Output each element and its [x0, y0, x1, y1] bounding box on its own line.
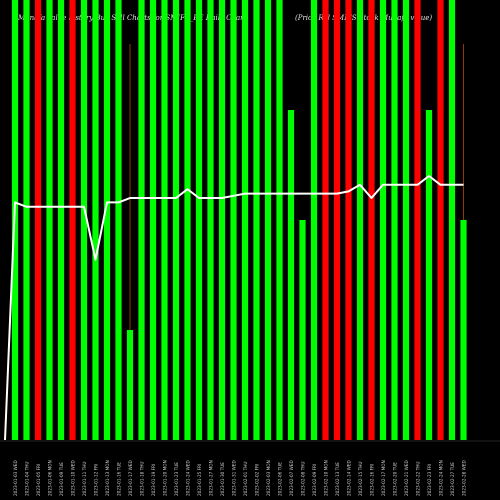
x-tick-label: 2023-02-01 THU [243, 462, 248, 496]
line [4, 175, 464, 441]
x-tick-label: 2023-02-09 FRI [312, 464, 317, 496]
bar [138, 0, 145, 440]
x-tick-label: 2023-02-08 THU [301, 462, 306, 496]
x-tick-label: 2023-01-27 MON [209, 460, 214, 496]
x-tick-label: 2023-02-20 TUE [393, 462, 398, 496]
bar [172, 0, 180, 440]
bar [287, 110, 295, 440]
bar [57, 0, 65, 440]
x-tick-label: 2023-01-16 TUE [117, 462, 122, 496]
x-tick-label: 2023-02-16 FRI [370, 464, 375, 496]
x-tick-label: 2023-02-14 WED [347, 460, 352, 496]
bar [184, 0, 191, 440]
x-tick-label: 2023-01-05 FRI [36, 464, 41, 496]
bar [448, 0, 456, 440]
bar [218, 0, 226, 440]
x-tick-label: 2023-02-15 THU [358, 462, 363, 496]
bar [345, 0, 352, 440]
x-tick-label: 2023-02-22 THU [416, 462, 421, 496]
bar [92, 0, 99, 440]
bar [207, 0, 214, 440]
x-tick-label: 2023-01-06 MON [48, 460, 53, 496]
bar [414, 0, 421, 440]
bar [23, 0, 30, 440]
bar-series [11, 0, 467, 440]
x-tick-label: 2023-01-23 TUE [174, 462, 179, 496]
x-tick-label: 2023-01-12 FRI [94, 464, 99, 496]
bar [80, 0, 88, 440]
bar [69, 0, 76, 440]
x-tick-label: 2023-02-27 TUE [450, 462, 455, 496]
bar [264, 0, 272, 440]
x-tick-label: 2023-01-11 THU [82, 462, 87, 496]
chart-subtitle: (Price Rel SMIFS Stock Munafa value) [295, 14, 433, 22]
x-tick-label: 2023-01-24 WED [186, 460, 191, 496]
x-tick-label: 2023-01-31 WED [232, 460, 237, 496]
x-tick-label: 2023-01-20 MON [163, 460, 168, 496]
bar [322, 0, 329, 440]
x-tick-label: 2023-01-09 TUE [59, 462, 64, 496]
bar [241, 0, 249, 440]
x-tick-label: 2023-01-13 MON [105, 460, 110, 496]
bar [103, 0, 111, 440]
bar [126, 330, 134, 440]
bar [379, 0, 387, 440]
bar [230, 0, 237, 440]
x-tick-label: 2023-01-03 WED [13, 460, 18, 496]
x-tick-label: 2023-02-03 MON [266, 460, 271, 496]
x-tick-labels: 2023-01-03 WED 2023-01-04 THU 2023-01-05 F… [13, 460, 467, 496]
x-tick-label: 2023-01-17 WED [128, 460, 133, 496]
bar [391, 0, 398, 440]
x-tick-label: 2023-01-19 FRI [151, 464, 156, 496]
bar [402, 0, 410, 440]
x-tick-label: 2023-01-18 THU [140, 462, 145, 496]
bar [299, 220, 306, 440]
bar [356, 0, 364, 440]
x-tick-label: 2023-02-23 FRI [427, 464, 432, 496]
x-tick-label: 2023-02-17 MON [381, 460, 386, 496]
x-tick-label: 2023-02-13 TUE [335, 462, 340, 496]
bar [276, 0, 283, 440]
x-tick-label: 2023-02-02 FRI [255, 464, 260, 496]
bar [425, 110, 433, 440]
chart-title: Munafa value history Buy Sell Charts for… [18, 14, 247, 22]
bar [46, 0, 53, 440]
line-series [4, 175, 464, 441]
bar [253, 0, 260, 440]
x-tick-label: 2023-01-30 TUE [220, 462, 225, 496]
bar [34, 0, 42, 440]
bar [195, 0, 203, 440]
bar [437, 0, 444, 440]
bar [115, 0, 122, 440]
x-tick-label: 2023-02-06 TUE [278, 462, 283, 496]
bar [161, 0, 168, 440]
x-tick-label: 2023-02-28 WED [462, 460, 467, 496]
x-tick-label: 2023-02-07 WED [289, 460, 294, 496]
x-tick-label: 2023-01-04 THU [25, 462, 30, 496]
bar [368, 0, 375, 440]
bar [333, 0, 341, 440]
bar [310, 0, 318, 440]
bar [460, 220, 467, 440]
bar [149, 0, 157, 440]
x-tick-label: 2023-01-10 WED [71, 460, 76, 496]
x-tick-label: 2023-02-10 MON [324, 460, 329, 496]
x-tick-label: 2023-01-25 FRI [197, 464, 202, 496]
x-tick-label: 2023-02-21 WED [404, 460, 409, 496]
x-tick-label: 2023-02-24 MON [439, 460, 444, 496]
